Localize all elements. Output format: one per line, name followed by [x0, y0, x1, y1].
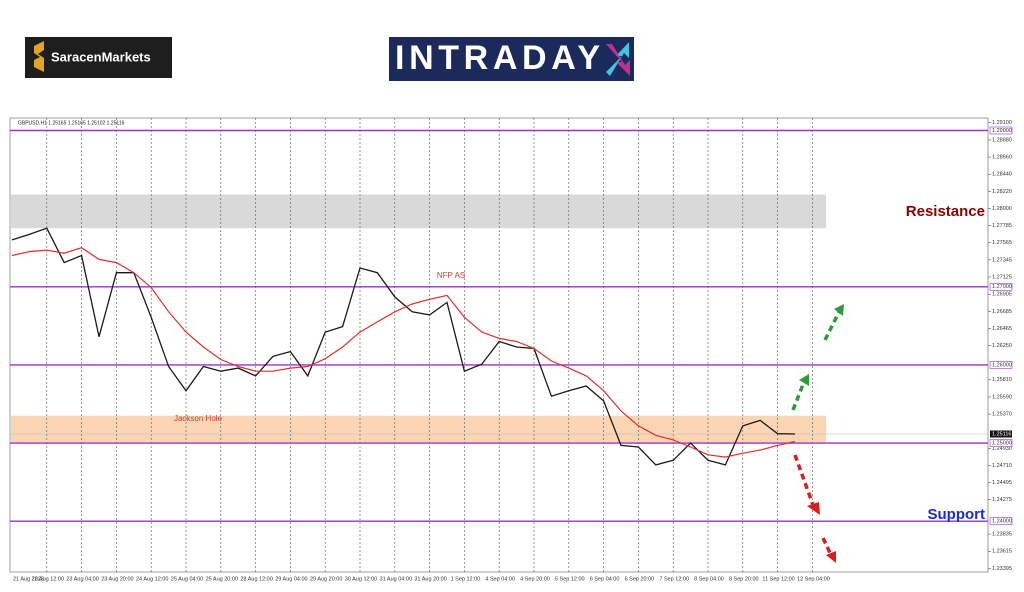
chart-title: GBPUSD,H1 1.25165 1.25165 1.25102 1.2511… [18, 120, 125, 126]
y-tick-label: 1.25810 [992, 377, 1012, 383]
x-tick-label: 4 Sep 20:00 [520, 576, 550, 582]
y-tick-label: 1.27125 [992, 274, 1012, 280]
banner-box [389, 37, 634, 81]
last-price-box [990, 430, 1012, 438]
x-tick-label: 12 Sep 04:00 [797, 576, 830, 582]
x-tick-label: 25 Aug 20:00 [206, 576, 238, 582]
y-tick-label: 1.24275 [992, 497, 1012, 503]
level-label-box [989, 517, 1013, 526]
y-tick-label: 1.28000 [992, 206, 1012, 212]
arrow-head [799, 374, 809, 386]
y-tick-label: 1.23835 [992, 532, 1012, 538]
y-tick-label: 1.26250 [992, 343, 1012, 349]
level-label-box [989, 282, 1013, 291]
arrow-down [793, 454, 815, 506]
brand-name: SaracenMarkets [51, 49, 151, 64]
x-tick-label: 7 Sep 12:00 [659, 576, 689, 582]
x-tick-label: 29 Aug 20:00 [310, 576, 342, 582]
level-label-box [989, 126, 1013, 135]
y-tick-label: 1.27785 [992, 223, 1012, 229]
y-tick-label: 1.28440 [992, 172, 1012, 178]
y-tick-label: 1.26465 [992, 326, 1012, 332]
brand-icon [34, 41, 44, 72]
forecast-arrows [791, 304, 844, 563]
x-tick-label: 29 Aug 04:00 [275, 576, 307, 582]
annotation: Jackson Hole [174, 414, 223, 423]
level-label: 1.24000 [992, 519, 1012, 525]
annotation: NFP AS [437, 271, 465, 280]
y-tick-label: 1.28220 [992, 189, 1012, 195]
arrow-up [823, 311, 841, 341]
y-tick-label: 1.29100 [992, 120, 1012, 126]
arrow-head [834, 304, 844, 316]
last-price-label: 1.25116 [992, 431, 1011, 437]
x-tick-label: 11 Sep 12:00 [762, 576, 794, 582]
level-label: 1.29000 [992, 128, 1012, 134]
x-tick-label: 1 Sep 12:00 [451, 576, 481, 582]
y-tick-label: 1.24930 [992, 446, 1012, 452]
zone [11, 194, 826, 229]
x-tick-label: 4 Sep 04:00 [485, 576, 515, 582]
x-tick-label: 31 Aug 20:00 [414, 576, 446, 582]
level-label-box [989, 361, 1013, 369]
y-tick-label: 1.25370 [992, 412, 1012, 418]
y-tick-label: 1.28880 [992, 137, 1012, 143]
x-tick-label: 22 Aug 12:00 [32, 576, 64, 582]
series-line [11, 227, 796, 466]
y-tick-label: 1.26685 [992, 309, 1012, 315]
zone [11, 415, 826, 443]
brand-box [25, 37, 172, 78]
arrow-up [791, 381, 806, 411]
x-tick-label: 31 Aug 04:00 [380, 576, 412, 582]
y-tick-label: 1.24495 [992, 480, 1012, 486]
level-label: 1.27000 [992, 284, 1012, 290]
series-line [11, 247, 796, 458]
x-tick-label: 23 Aug 04:00 [66, 576, 98, 582]
x-tick-label: 25 Aug 04:00 [171, 576, 203, 582]
annotation: Support [928, 506, 986, 523]
banner: INTRADAY [389, 37, 634, 81]
brand-logo: SaracenMarkets [25, 37, 172, 78]
y-tick-label: 1.27565 [992, 240, 1012, 246]
x-tick-label: 5 Sep 12:00 [555, 576, 585, 582]
y-tick-label: 1.23395 [992, 566, 1012, 572]
x-tick-label: 23 Aug 20:00 [101, 576, 133, 582]
y-tick-label: 1.27345 [992, 257, 1012, 263]
x-tick-label: 8 Sep 04:00 [694, 576, 724, 582]
x-tick-label: 28 Aug 12:00 [240, 576, 272, 582]
level-label: 1.26000 [992, 362, 1012, 368]
x-tick-label: 30 Aug 12:00 [345, 576, 377, 582]
banner-arrow-down [606, 44, 630, 76]
y-tick-label: 1.25590 [992, 394, 1012, 400]
arrow-head [807, 502, 820, 515]
y-tick-label: 1.26905 [992, 292, 1012, 298]
x-tick-label: 6 Sep 20:00 [625, 576, 655, 582]
x-tick-label: 8 Sep 20:00 [729, 576, 759, 582]
x-tick-label: 24 Aug 12:00 [136, 576, 168, 582]
y-tick-label: 1.23615 [992, 549, 1012, 555]
banner-arrow-up [606, 42, 629, 76]
arrow-head [826, 551, 836, 563]
y-tick-label: 1.28660 [992, 155, 1012, 161]
level-label: 1.25000 [992, 441, 1012, 447]
annotation: Resistance [906, 203, 985, 220]
arrow-down [821, 537, 833, 556]
y-tick-label: 1.24710 [992, 463, 1012, 469]
level-label-box [989, 439, 1013, 447]
x-tick-label: 21 Aug 2023 [13, 576, 44, 582]
banner-text: INTRADAY [395, 39, 600, 77]
x-tick-label: 6 Sep 04:00 [590, 576, 620, 582]
